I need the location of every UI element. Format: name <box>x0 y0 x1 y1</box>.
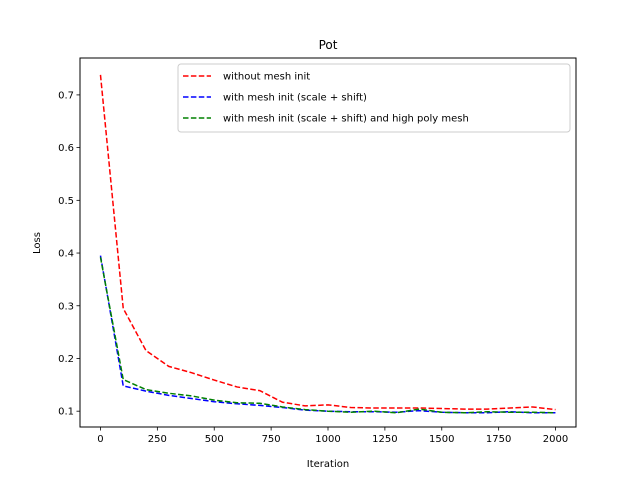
series-line-1 <box>99 74 556 411</box>
x-tick-label: 1000 <box>315 434 340 445</box>
legend-label: without mesh init <box>223 72 310 83</box>
legend-label: with mesh init (scale + shift) and high … <box>223 114 469 125</box>
x-axis-label: Iteration <box>307 459 349 470</box>
y-tick-label: 0.5 <box>58 196 74 207</box>
x-tick-label: 2000 <box>543 434 568 445</box>
axes: 0 250 500 750 1000 1250 1500 1750 2000 0.1 0.2 0.3 0… <box>58 90 568 445</box>
x-tick-label: 0 <box>97 434 103 445</box>
y-axis-label: Loss <box>32 232 43 254</box>
y-tick-label: 0.4 <box>58 249 74 260</box>
legend-box <box>177 63 571 133</box>
y-tick-label: 0.7 <box>58 90 74 101</box>
x-tick-label: 1500 <box>429 434 454 445</box>
legend: without mesh init with mesh init (scale +… <box>177 63 571 133</box>
series-line-3 <box>99 257 556 414</box>
y-tick-label: 0.2 <box>58 354 74 365</box>
plot-area <box>99 74 556 414</box>
y-tick-label: 0.1 <box>58 407 74 418</box>
y-tick-label: 0.6 <box>58 143 74 154</box>
y-tick-label: 0.3 <box>58 301 74 312</box>
chart-title: Pot <box>319 38 338 52</box>
legend-label: with mesh init (scale + shift) <box>223 93 367 104</box>
x-tick-label: 500 <box>205 434 224 445</box>
x-tick-label: 250 <box>148 434 167 445</box>
x-tick-label: 750 <box>262 434 281 445</box>
x-tick-label: 1750 <box>486 434 511 445</box>
x-tick-label: 1250 <box>372 434 397 445</box>
